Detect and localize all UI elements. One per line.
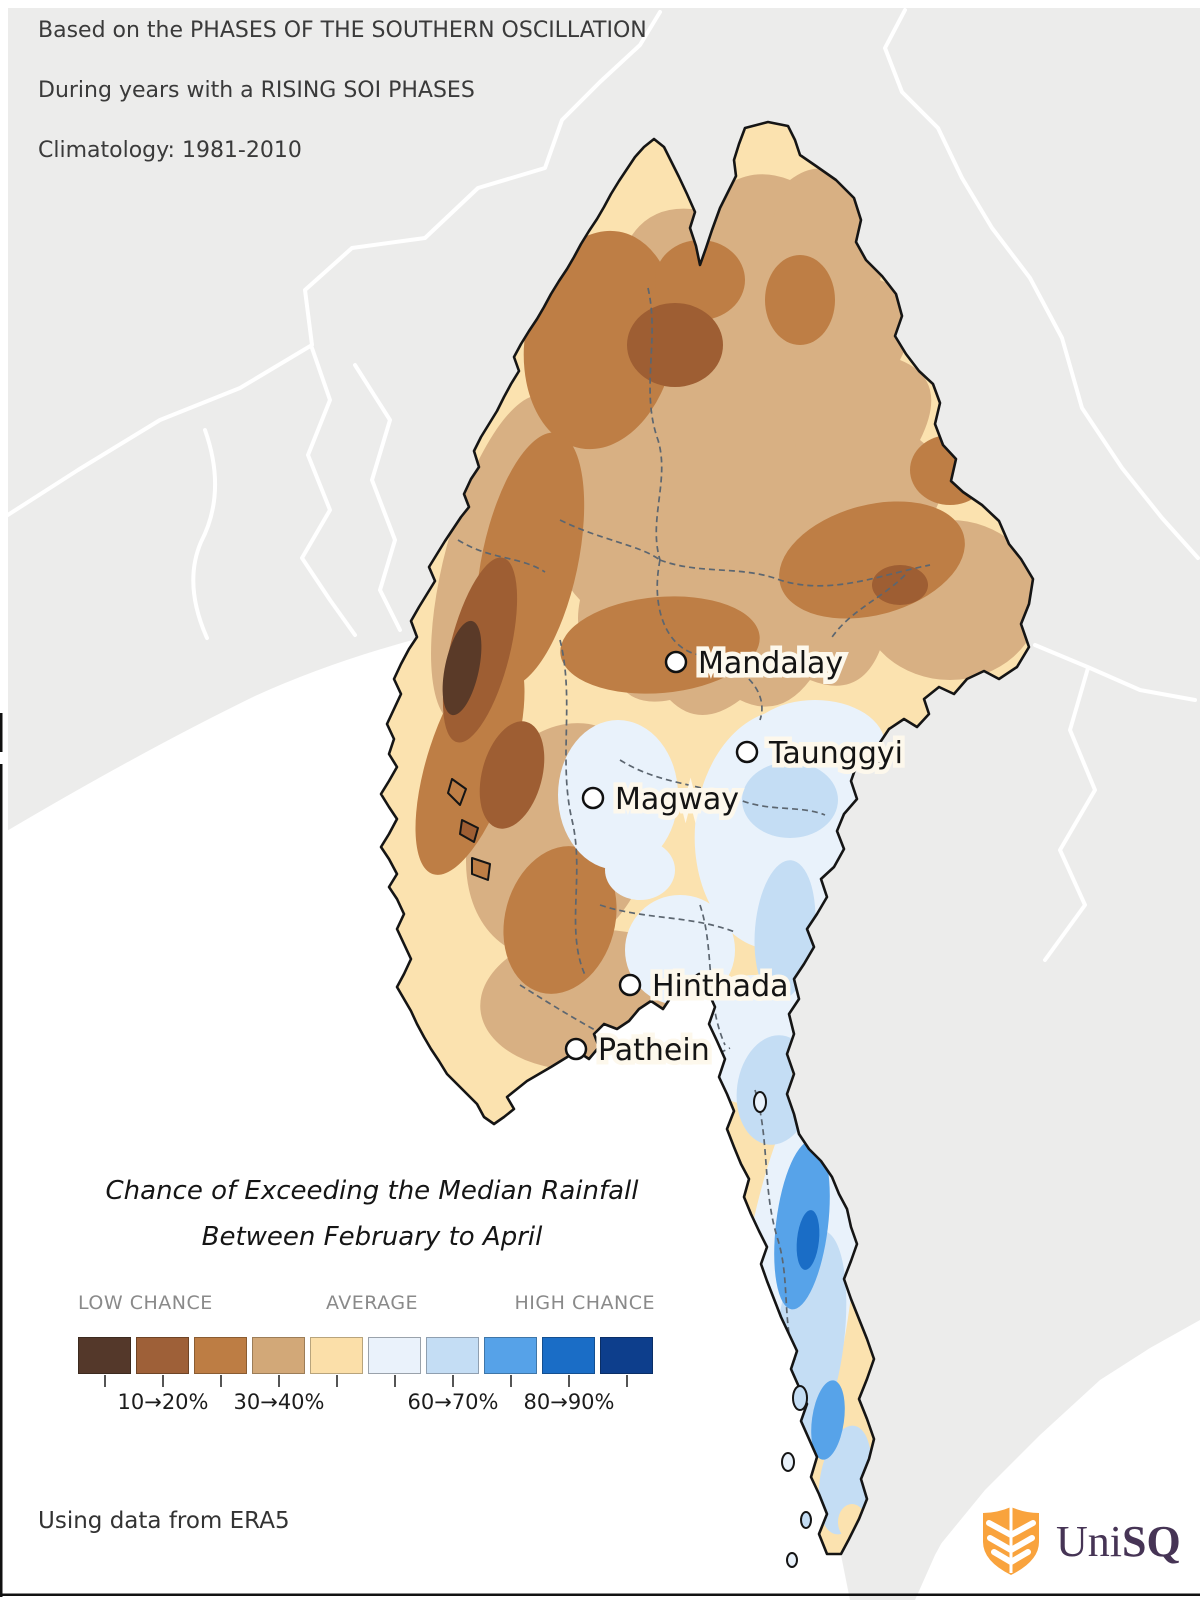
city-label-pathein: Pathein — [598, 1033, 710, 1068]
city-dot-taunggyi — [735, 740, 759, 764]
city-label-magway: Magway — [615, 782, 739, 817]
legend-tick-label-80-90: 80→90% — [523, 1390, 615, 1414]
unisq-shield-icon — [983, 1507, 1039, 1575]
legend-tick — [219, 1375, 222, 1387]
legend-swatch-60-70 — [426, 1337, 479, 1374]
legend-colorbar — [78, 1337, 653, 1374]
title-line-2: During years with a RISING SOI PHASES — [38, 78, 475, 103]
city-dot-mandalay — [664, 650, 688, 674]
legend-swatch-10-20 — [136, 1337, 189, 1374]
city-label-taunggyi: Taunggyi — [768, 736, 903, 771]
legend-tick — [451, 1375, 454, 1387]
legend-swatch-20-30 — [194, 1337, 247, 1374]
legend-average-label: AVERAGE — [325, 1292, 419, 1314]
city-dot-pathein — [564, 1037, 588, 1061]
title-line-3: Climatology: 1981-2010 — [38, 138, 302, 163]
legend-tick-label-30-40: 30→40% — [233, 1390, 325, 1414]
legend-tick — [625, 1375, 628, 1387]
legend-swatch-0-10 — [78, 1337, 131, 1374]
legend-ticks — [78, 1375, 653, 1387]
legend-low-chance-label: LOW CHANCE — [78, 1292, 213, 1314]
logo-text-sq: SQ — [1122, 1516, 1181, 1566]
legend-swatch-40-50 — [310, 1337, 363, 1374]
legend-tick — [277, 1375, 280, 1387]
city-dot-hinthada — [618, 973, 642, 997]
legend-title: Chance of Exceeding the Median Rainfall … — [22, 1168, 722, 1260]
legend-high-chance-label: HIGH CHANCE — [514, 1292, 655, 1314]
legend-tick — [161, 1375, 164, 1387]
legend-tick — [567, 1375, 570, 1387]
legend-swatch-80-90 — [542, 1337, 595, 1374]
city-markers: Mandalay Taunggyi Magway Hinthada Pathei… — [564, 642, 907, 1073]
myanmar-outline — [379, 120, 1035, 1556]
legend-title-line-1: Chance of Exceeding the Median Rainfall — [105, 1176, 639, 1206]
city-label-hinthada: Hinthada — [652, 969, 789, 1004]
unisq-logo: UniSQ — [982, 1506, 1181, 1576]
legend-swatch-50-60 — [368, 1337, 421, 1374]
legend-tick — [335, 1375, 338, 1387]
legend-tick-label-60-70: 60→70% — [407, 1390, 499, 1414]
legend-swatch-70-80 — [484, 1337, 537, 1374]
figure-frame — [0, 713, 1200, 1597]
legend-swatch-30-40 — [252, 1337, 305, 1374]
islands — [447, 778, 812, 1568]
legend-title-line-2: Between February to April — [201, 1222, 543, 1252]
title-line-1: Based on the PHASES OF THE SOUTHERN OSCI… — [38, 18, 647, 43]
legend-tick — [509, 1375, 512, 1387]
city-label-mandalay: Mandalay — [698, 646, 843, 681]
legend-tick — [393, 1375, 396, 1387]
logo-text-uni: Uni — [1056, 1516, 1122, 1566]
legend-swatch-90-100 — [600, 1337, 653, 1374]
neighbor-borders — [0, 8, 1200, 962]
legend-tick — [103, 1375, 106, 1387]
legend-tick-label-10-20: 10→20% — [117, 1390, 209, 1414]
data-source-credit: Using data from ERA5 — [38, 1508, 290, 1534]
city-dot-magway — [581, 786, 605, 810]
map-title: Based on the PHASES OF THE SOUTHERN OSCI… — [38, 16, 647, 166]
unisq-wordmark: UniSQ — [1056, 1516, 1181, 1567]
